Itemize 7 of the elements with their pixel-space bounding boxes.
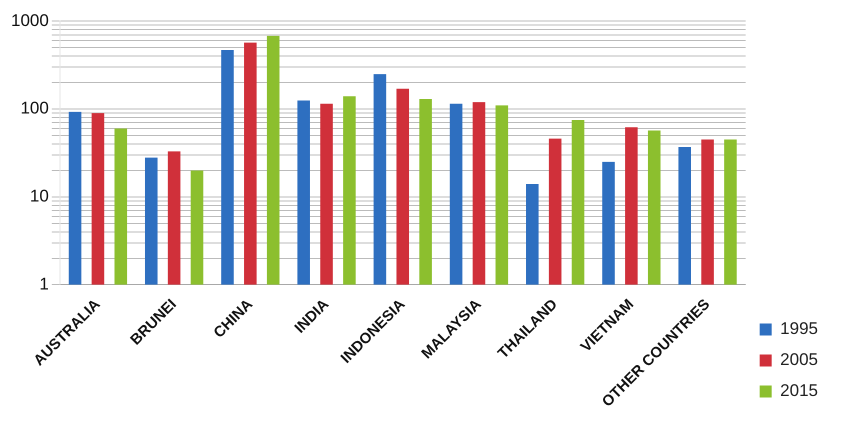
legend-label: 1995 (780, 319, 818, 338)
y-tick-label: 1000 (10, 10, 49, 30)
y-tick-label: 1 (39, 274, 49, 294)
legend-label: 2005 (780, 350, 818, 370)
y-tick-label: 10 (30, 186, 49, 206)
y-tick-label: 100 (20, 98, 49, 118)
legend-label: 2015 (780, 381, 818, 400)
